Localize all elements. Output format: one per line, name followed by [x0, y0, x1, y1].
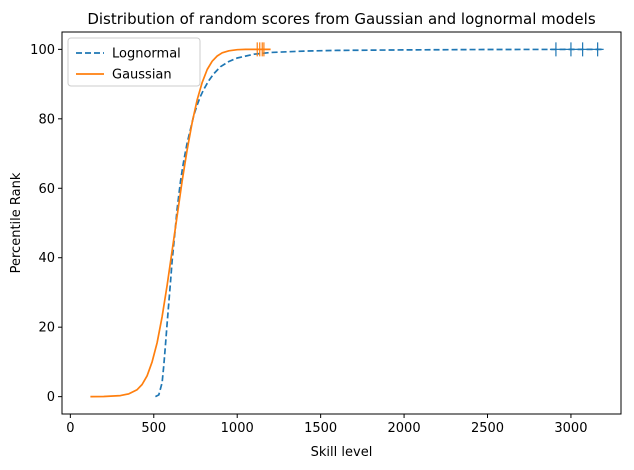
legend: Lognormal Gaussian	[67, 37, 201, 87]
series-markers	[251, 42, 604, 57]
y-tick-label: 40	[38, 251, 55, 266]
marker-lognormal	[576, 42, 589, 57]
legend-label-lognormal: Lognormal	[112, 47, 181, 62]
y-tick-label: 60	[38, 182, 55, 197]
y-axis-label: Percentile Rank	[9, 172, 24, 273]
y-tick-label: 0	[47, 390, 55, 405]
marker-lognormal	[564, 42, 577, 57]
y-axis: 0 20 40 60 80 100	[30, 43, 62, 405]
legend-label-gaussian: Gaussian	[112, 68, 172, 83]
series-lines	[90, 48, 605, 398]
marker-gaussian	[257, 42, 270, 57]
plot-frame	[61, 31, 622, 415]
y-tick-label: 100	[30, 43, 55, 58]
series-line-gaussian	[90, 48, 271, 398]
x-tick-label: 1000	[221, 421, 254, 436]
marker-lognormal	[549, 42, 562, 57]
y-tick-label: 80	[38, 112, 55, 127]
x-tick-label: 500	[141, 421, 166, 436]
y-tick-label: 20	[38, 321, 55, 336]
x-tick-label: 3000	[554, 421, 587, 436]
chart-title: Distribution of random scores from Gauss…	[87, 10, 595, 28]
x-axis: 0 500 1000 1500 2000 2500 3000	[66, 414, 587, 436]
series-line-lognormal	[155, 48, 605, 398]
x-tick-label: 1500	[304, 421, 337, 436]
x-tick-label: 2000	[388, 421, 421, 436]
x-tick-label: 2500	[471, 421, 504, 436]
x-tick-label: 0	[66, 421, 74, 436]
marker-lognormal	[591, 42, 604, 57]
x-axis-label: Skill level	[311, 445, 373, 460]
